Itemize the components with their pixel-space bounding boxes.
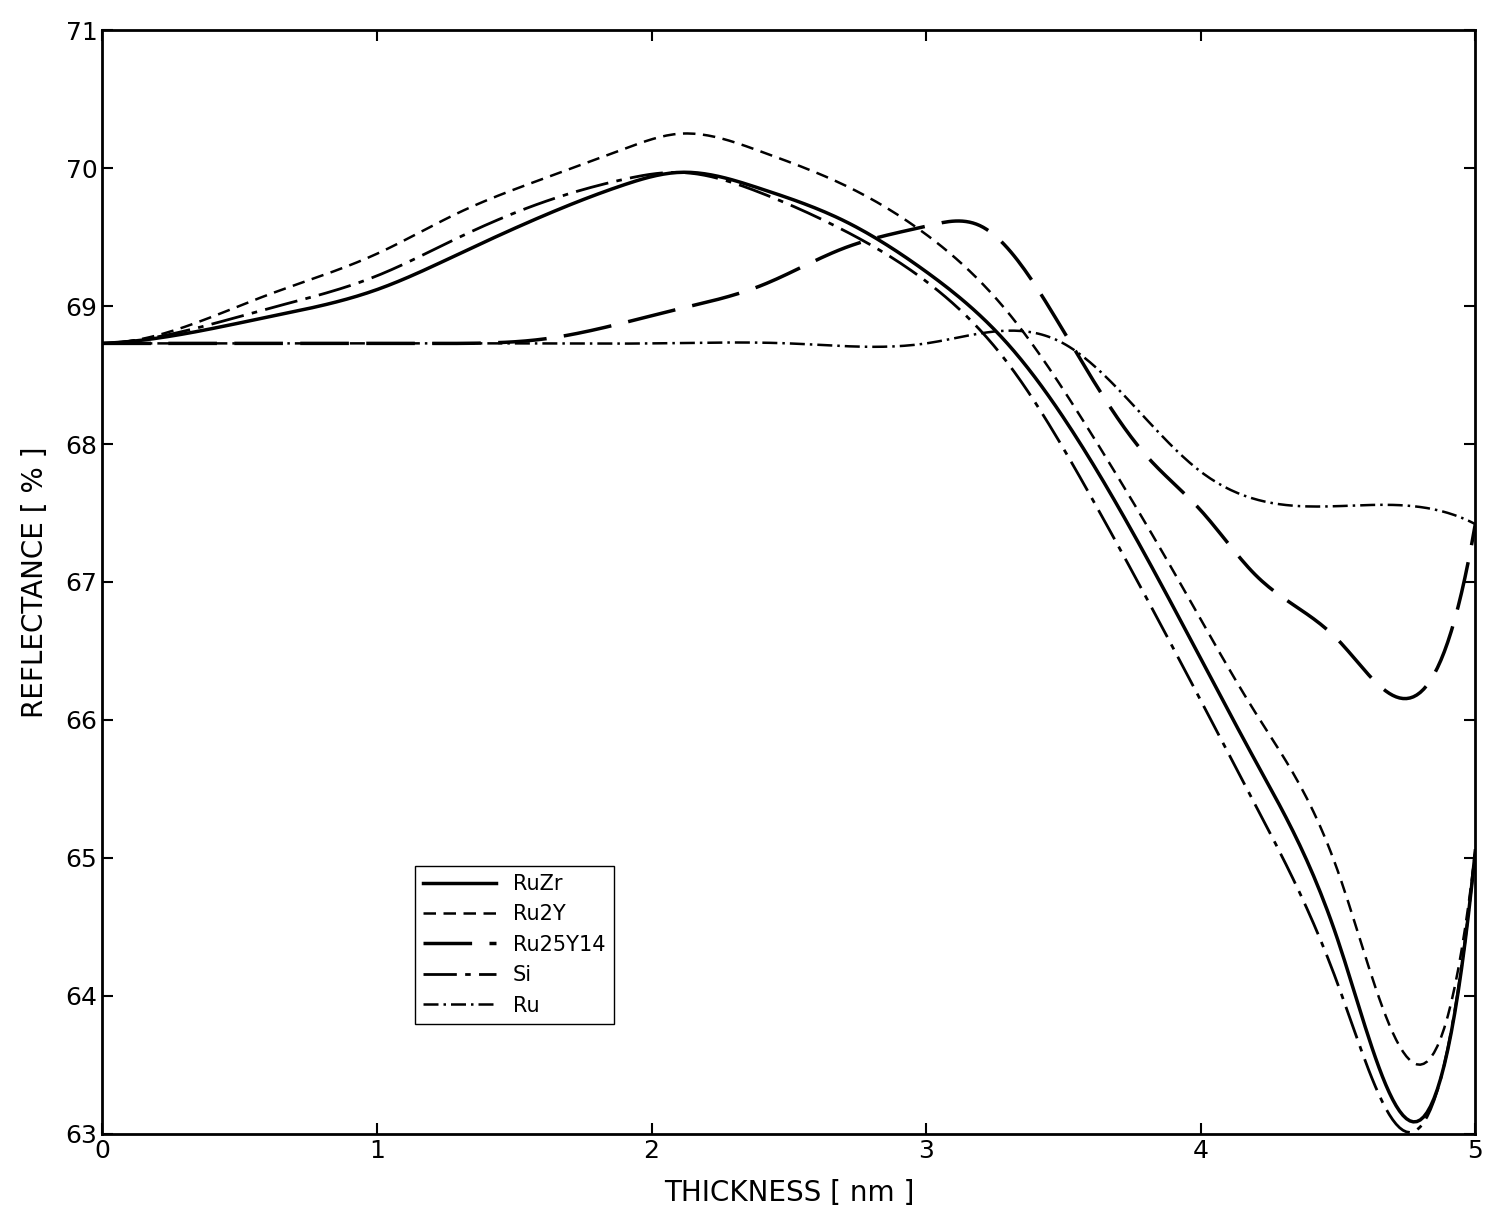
Line: Si: Si (102, 172, 1475, 1132)
RuZr (1095, 474, 1113, 489)
Ru25Y14 (638, 309, 656, 324)
Si (1400, 1125, 1418, 1140)
Ru2Y (1095, 446, 1113, 460)
Si (540, 193, 558, 208)
Ru2Y (1466, 844, 1484, 858)
Ru25Y14 (951, 214, 969, 228)
Ru2Y (678, 126, 696, 141)
Ru (540, 336, 558, 351)
Ru2Y (93, 336, 111, 351)
Si (93, 336, 111, 351)
Si (259, 301, 277, 316)
X-axis label: THICKNESS [ nm ]: THICKNESS [ nm ] (663, 1179, 914, 1207)
RuZr (1466, 844, 1484, 858)
RuZr (675, 165, 693, 179)
RuZr (259, 309, 277, 324)
Si (1095, 512, 1113, 527)
Line: Ru2Y: Ru2Y (102, 134, 1475, 1065)
Ru25Y14 (93, 336, 111, 351)
Ru2Y (1411, 1057, 1429, 1072)
Ru25Y14 (961, 215, 979, 230)
Ru (1087, 361, 1105, 376)
Si (1087, 500, 1105, 515)
Ru2Y (1087, 435, 1105, 449)
Si (638, 167, 656, 182)
Ru (957, 329, 975, 344)
Ru25Y14 (1095, 389, 1113, 404)
RuZr (93, 336, 111, 351)
Ru25Y14 (540, 330, 558, 345)
Line: RuZr: RuZr (102, 172, 1475, 1122)
Ru (259, 336, 277, 351)
RuZr (1087, 463, 1105, 478)
Ru2Y (540, 169, 558, 184)
Si (961, 312, 979, 327)
RuZr (638, 171, 656, 185)
Legend: RuZr, Ru2Y, Ru25Y14, Si, Ru: RuZr, Ru2Y, Ru25Y14, Si, Ru (415, 866, 614, 1024)
Ru25Y14 (1087, 378, 1105, 393)
Ru2Y (259, 287, 277, 302)
Line: Ru25Y14: Ru25Y14 (102, 221, 1475, 699)
Ru (93, 336, 111, 351)
Ru2Y (638, 134, 656, 149)
RuZr (961, 298, 979, 313)
Ru25Y14 (259, 336, 277, 351)
RuZr (1405, 1115, 1423, 1130)
Ru (1095, 367, 1113, 382)
Y-axis label: REFLECTANCE [ % ]: REFLECTANCE [ % ] (21, 446, 48, 717)
Si (1466, 844, 1484, 858)
Ru2Y (961, 264, 979, 279)
Ru (1466, 517, 1484, 532)
RuZr (540, 206, 558, 221)
Si (668, 165, 686, 179)
Ru25Y14 (1397, 691, 1415, 706)
Ru25Y14 (1466, 517, 1484, 532)
Ru (1002, 323, 1020, 338)
Ru (638, 336, 656, 351)
Line: Ru: Ru (102, 330, 1475, 524)
